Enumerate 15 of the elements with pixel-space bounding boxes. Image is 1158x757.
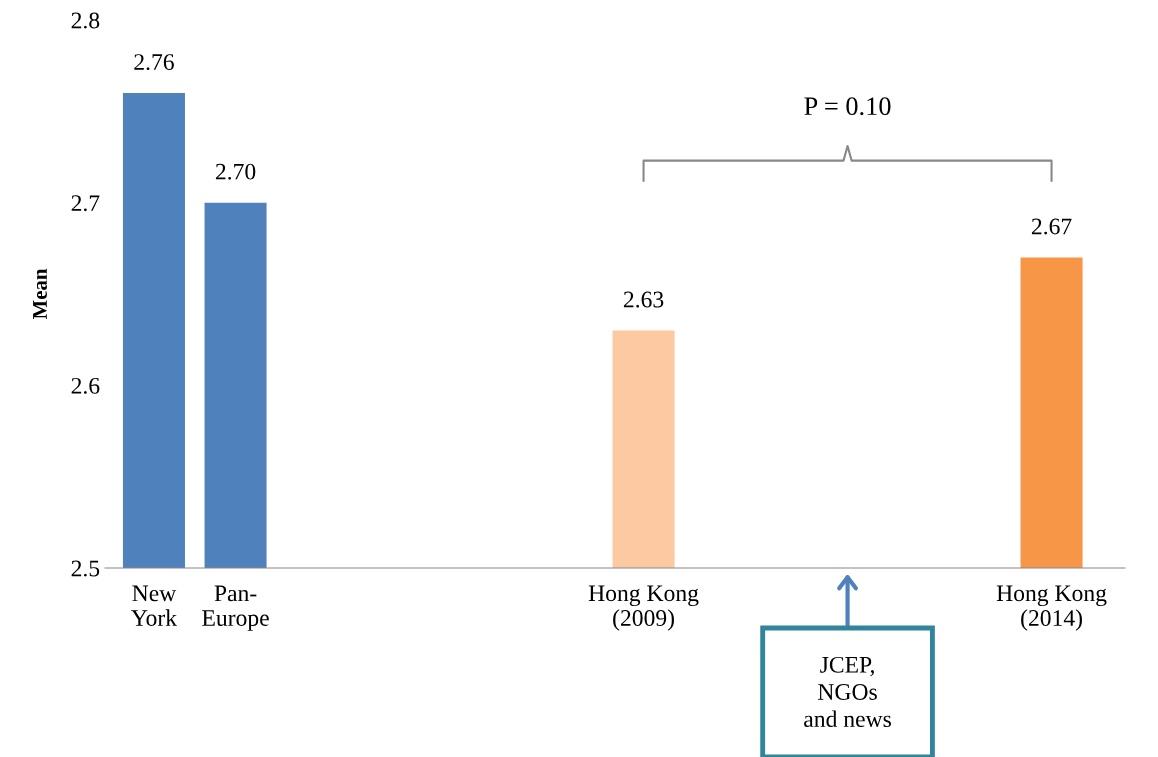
data-label: 2.67: [1031, 218, 1072, 235]
y-axis-title: Mean: [33, 268, 47, 320]
y-tick-label: 2.7: [71, 195, 100, 212]
annotation: P = 0.10: [804, 97, 891, 116]
x-tick-label: Pan- Europe: [202, 585, 269, 631]
x-tick-label: Hong Kong (2009): [588, 585, 699, 631]
x-tick-label: New York: [131, 585, 178, 626]
data-label: 2.63: [623, 291, 664, 308]
y-tick-label: 2.6: [71, 377, 100, 394]
y-tick-label: 2.8: [71, 12, 100, 29]
data-label: 2.70: [215, 163, 256, 180]
y-tick-label: 2.5: [71, 560, 100, 577]
x-tick-label: Hong Kong (2014): [996, 585, 1107, 631]
data-label: 2.76: [134, 54, 174, 71]
text: JCEP, NGOs and news: [804, 656, 891, 728]
